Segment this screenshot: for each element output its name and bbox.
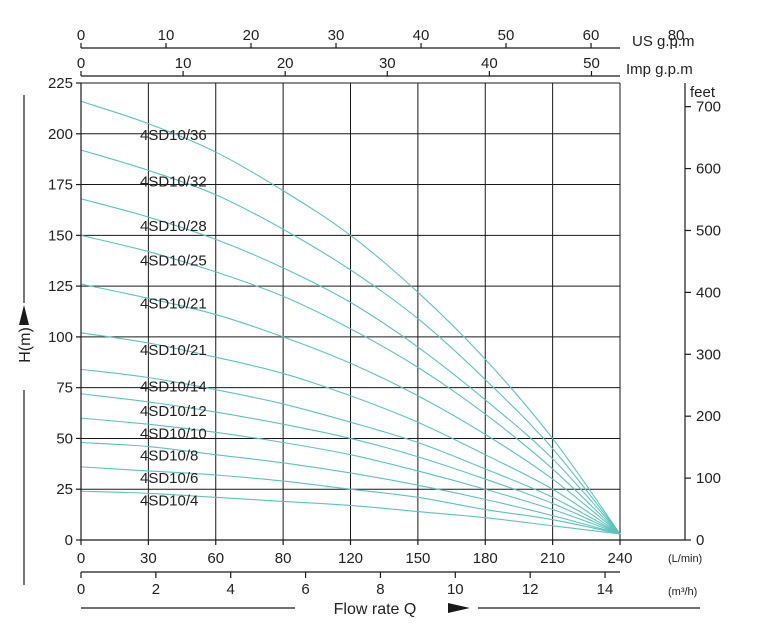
curve-4SD10-36-0: [80, 100, 621, 535]
grid: [80, 82, 621, 541]
x-tick-label: 0: [77, 550, 85, 567]
impgpm-tick-label: 0: [77, 55, 85, 72]
curve-4SD10-32-1: [80, 149, 621, 535]
usgpm-tick-label: 40: [413, 27, 430, 44]
x-tick-label: 180: [473, 550, 498, 567]
y-tick-label: 225: [48, 75, 73, 92]
m3h-tick-label: 4: [227, 581, 235, 598]
usgpm-tick-label: 20: [243, 27, 260, 44]
usgpm-tick-label: 50: [498, 27, 515, 44]
curve-label: 4SD10/8: [140, 448, 198, 465]
usgpm-tick-label: 10: [158, 27, 175, 44]
m3h-tick-label: 6: [301, 581, 309, 598]
curve-label: 4SD10/4: [140, 492, 198, 509]
feet-tick-label: 600: [696, 161, 721, 178]
y-tick-label: 175: [48, 177, 73, 194]
m3h-tick-label: 10: [447, 581, 464, 598]
h-arrow-head: [19, 305, 29, 325]
curve-4SD10-21-4: [80, 283, 621, 535]
curve-label: 4SD10/14: [140, 379, 207, 396]
x-tick-label: 60: [207, 550, 224, 567]
curve-4SD10-28-2: [80, 198, 621, 535]
axes: 0255075100125150175200225010020030040050…: [19, 27, 721, 613]
curve-4SD10-12-7: [80, 393, 621, 535]
y-unit-feet: feet: [690, 84, 716, 101]
curve-label: 4SD10/21: [140, 342, 207, 359]
y-tick-label: 125: [48, 278, 73, 295]
x-unit-impgpm: Imp g.p.m: [626, 61, 693, 78]
curve-4SD10-21-5: [80, 332, 621, 535]
curve-4SD10-8-9: [80, 441, 621, 535]
m3h-tick-label: 14: [597, 581, 614, 598]
curve-4SD10-25-3: [80, 234, 621, 535]
feet-tick-label: 700: [696, 99, 721, 116]
y-tick-label: 25: [56, 481, 73, 498]
curve-4SD10-4-11: [80, 490, 621, 535]
y-tick-label: 75: [56, 380, 73, 397]
x-tick-label: 240: [607, 550, 632, 567]
feet-tick-label: 400: [696, 284, 721, 301]
x-axis-label: Flow rate Q: [334, 601, 417, 618]
y-tick-label: 150: [48, 227, 73, 244]
flow-arrow-head: [448, 603, 470, 613]
impgpm-tick-label: 20: [277, 55, 294, 72]
m3h-tick-label: 2: [152, 581, 160, 598]
curve-4SD10-14-6: [80, 368, 621, 535]
y-tick-label: 200: [48, 126, 73, 143]
x-unit-m3h: (m³/h): [668, 586, 697, 598]
m3h-tick-label: 12: [522, 581, 539, 598]
impgpm-tick-label: 30: [379, 55, 396, 72]
impgpm-tick-label: 10: [175, 55, 192, 72]
x-tick-label: 120: [338, 550, 363, 567]
m3h-tick-label: 8: [376, 581, 384, 598]
y-tick-label: 0: [65, 532, 73, 549]
y-tick-label: 50: [56, 430, 73, 447]
curve-label: 4SD10/28: [140, 218, 207, 235]
curves: [80, 100, 621, 535]
curve-label: 4SD10/12: [140, 403, 207, 420]
curve-labels: 4SD10/36 4SD10/32 4SD10/28 4SD10/25 4SD10/21…: [140, 127, 207, 510]
x-tick-label: 30: [140, 550, 157, 567]
curve-label: 4SD10/25: [140, 253, 207, 270]
curve-label: 4SD10/32: [140, 173, 207, 190]
y-tick-label: 100: [48, 329, 73, 346]
impgpm-tick-label: 50: [583, 55, 600, 72]
feet-tick-label: 300: [696, 346, 721, 363]
feet-tick-label: 500: [696, 222, 721, 239]
x-tick-label: 80: [275, 550, 292, 567]
x-unit-usgpm: US g.p.m: [632, 33, 695, 50]
curve-4SD10-6-10: [80, 466, 621, 535]
feet-tick-label: 100: [696, 470, 721, 487]
curve-label: 4SD10/21: [140, 295, 207, 312]
impgpm-tick-label: 40: [481, 55, 498, 72]
m3h-tick-label: 0: [77, 581, 85, 598]
x-tick-label: 150: [405, 550, 430, 567]
usgpm-tick-label: 60: [583, 27, 600, 44]
curve-4SD10-10-8: [80, 417, 621, 535]
curve-label: 4SD10/36: [140, 127, 207, 144]
feet-tick-label: 0: [696, 532, 704, 549]
usgpm-tick-label: 30: [328, 27, 345, 44]
curve-label: 4SD10/6: [140, 470, 198, 487]
feet-tick-label: 200: [696, 408, 721, 425]
y-axis-label: H(m): [17, 327, 34, 363]
x-tick-label: 210: [540, 550, 565, 567]
x-unit-lpm: (L/min): [668, 553, 702, 565]
usgpm-tick-label: 0: [77, 27, 85, 44]
usgpm-tick-label: 80: [668, 27, 685, 44]
curve-label: 4SD10/10: [140, 425, 207, 442]
